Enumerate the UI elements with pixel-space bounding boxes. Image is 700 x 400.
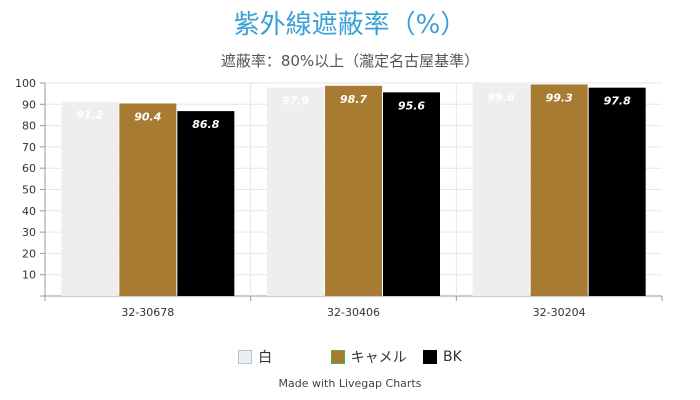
bar: [119, 103, 177, 296]
chart-subtitle: 遮蔽率：80%以上（瀧定名古屋基準）: [220, 52, 480, 70]
bar-value-label: 86.8: [192, 118, 219, 131]
legend-label-camel: キャメル: [350, 350, 407, 366]
legend-label-white: 白: [258, 350, 273, 366]
bar: [383, 92, 440, 296]
bar-value-label: 98.7: [340, 93, 367, 106]
y-tick-label: 20: [22, 247, 36, 260]
x-tick-label: 32-30678: [121, 306, 174, 319]
bar-value-label: 97.9: [282, 94, 309, 107]
chart-title: 紫外線遮蔽率（%）: [233, 10, 467, 40]
x-tick-label: 32-30204: [533, 306, 586, 319]
legend-item-camel[interactable]: キャメル: [330, 347, 407, 367]
bar: [61, 101, 119, 296]
bar-value-label: 97.8: [604, 95, 631, 108]
bar-value-label: 91.2: [76, 109, 103, 122]
legend-item-bk[interactable]: BK: [423, 349, 462, 365]
bar-chart: 10 20 30 40 50 60 70 80 90 100 91.2 90.4 86.8 32-3067…: [15, 77, 663, 319]
y-tick-label: 80: [22, 120, 36, 133]
credit-text: Made with Livegap Charts: [278, 377, 422, 390]
y-tick-label: 50: [22, 184, 36, 197]
y-tick-label: 70: [22, 141, 36, 154]
bar: [530, 84, 588, 296]
bar: [177, 111, 235, 296]
bar-value-label: 99.6: [488, 91, 515, 104]
bar: [267, 87, 324, 297]
y-tick-label: 30: [22, 226, 36, 239]
legend: 白 キャメル BK: [0, 347, 700, 368]
y-tick-label: 40: [22, 205, 36, 218]
legend-swatch-bk: [423, 350, 438, 364]
bar-value-label: 99.3: [546, 91, 573, 104]
bar-value-label: 95.6: [398, 99, 425, 112]
legend-swatch-white: [238, 350, 253, 364]
x-tick-label: 32-30406: [327, 306, 380, 319]
bar: [472, 83, 530, 297]
bar: [588, 87, 646, 296]
y-tick-label: 90: [22, 98, 36, 111]
bar-value-label: 90.4: [134, 110, 161, 123]
y-tick-label: 100: [15, 77, 36, 90]
legend-label-bk: BK: [443, 349, 462, 365]
legend-swatch-camel: [330, 350, 345, 364]
bar: [325, 85, 382, 296]
legend-item-white[interactable]: 白: [238, 347, 272, 367]
y-tick-label: 10: [22, 269, 36, 282]
y-tick-label: 60: [22, 162, 36, 175]
